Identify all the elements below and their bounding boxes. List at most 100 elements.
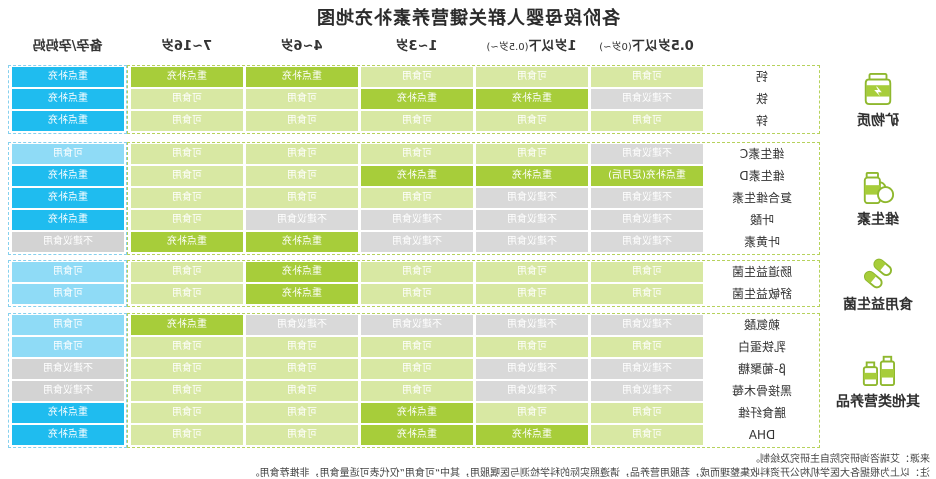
column-header: 0.5岁以下(0岁~) <box>589 37 704 57</box>
nutrient-name: 赖氨酸 <box>706 315 818 335</box>
recommendation-cell: 不建议食用 <box>12 359 124 379</box>
nutrient-name: 锌 <box>706 111 818 131</box>
nutrient-name: 维生素D <box>706 166 818 186</box>
recommendation-cell: 可食用 <box>591 67 703 87</box>
recommendation-cell: 可食用 <box>246 403 358 423</box>
recommendation-cell: 不建议食用 <box>591 144 703 164</box>
jar-icon <box>826 72 930 106</box>
recommendation-cell: 不建议食用 <box>591 315 703 335</box>
recommendation-cell: 可食用 <box>131 89 243 109</box>
recommendation-cell: 可食用 <box>131 210 243 230</box>
category-2: 食用益生菌 <box>826 256 930 314</box>
recommendation-cell: 可食用 <box>476 337 588 357</box>
recommendation-cell: 可食用 <box>361 284 473 304</box>
recommendation-cell: 重点补充 <box>131 315 243 335</box>
recommendation-cell: 可食用 <box>131 425 243 445</box>
recommendation-cell: 可食用 <box>131 284 243 304</box>
recommendation-cell: 可食用 <box>12 337 124 357</box>
recommendation-cell: 可食用 <box>476 67 588 87</box>
recommendation-cell: 重点补充 <box>12 111 124 131</box>
recommendation-cell: 不建议食用 <box>361 232 473 252</box>
nutrient-name: 叶酸 <box>706 210 818 230</box>
column-header: 7~16岁 <box>129 37 244 57</box>
column-header-label: 4~6岁 <box>280 39 323 54</box>
recommendation-cell: 不建议食用 <box>12 232 124 252</box>
recommendation-cell: 可食用 <box>246 166 358 186</box>
recommendation-cell: 不建议食用 <box>591 210 703 230</box>
recommendation-cell: 重点补充 <box>476 89 588 109</box>
capsule-icon <box>826 256 930 290</box>
recommendation-cell: 不建议食用 <box>361 210 473 230</box>
recommendation-cell: 可食用 <box>361 359 473 379</box>
column-header-sublabel: (0岁~) <box>599 42 632 53</box>
column-header-label: 7~16岁 <box>160 39 213 54</box>
recommendation-cell: 可食用 <box>476 403 588 423</box>
recommendation-cell: 可食用 <box>131 111 243 131</box>
recommendation-cell: 不建议食用 <box>476 232 588 252</box>
page-title: 各阶段母婴人群关键营养素补充地图 <box>316 8 620 29</box>
category-1: 维生素 <box>826 171 930 229</box>
recommendation-cell: 重点补充 <box>12 210 124 230</box>
recommendation-cell: 可食用 <box>591 337 703 357</box>
recommendation-cell: 不建议食用 <box>361 315 473 335</box>
recommendation-cell: 可食用 <box>131 359 243 379</box>
nutrient-name: 铁 <box>706 89 818 109</box>
recommendation-cell: 可食用 <box>591 284 703 304</box>
recommendation-cell: 可食用 <box>476 262 588 282</box>
recommendation-cell: 不建议食用 <box>12 381 124 401</box>
recommendation-cell: 可食用 <box>131 381 243 401</box>
nutrient-name: 舒敏益生菌 <box>706 284 818 304</box>
nutrient-name: DHA <box>706 425 818 445</box>
recommendation-cell: 重点补充 <box>12 425 124 445</box>
recommendation-cell: 重点补充 <box>361 166 473 186</box>
recommendation-cell: 可食用 <box>12 284 124 304</box>
recommendation-cell: 可食用 <box>361 111 473 131</box>
recommendation-cell: 不建议食用 <box>591 232 703 252</box>
recommendation-cell: 重点补充 <box>131 67 243 87</box>
recommendation-cell: 可食用 <box>476 111 588 131</box>
fruit-bottle-icon <box>826 171 930 205</box>
recommendation-cell: 重点补充 <box>476 166 588 186</box>
column-header: 备孕/孕妈妈 <box>10 37 125 57</box>
recommendation-cell: 可食用 <box>246 337 358 357</box>
recommendation-cell: 不建议食用 <box>476 381 588 401</box>
column-header: 4~6岁 <box>244 37 359 57</box>
recommendation-cell: 可食用 <box>12 315 124 335</box>
recommendation-cell: 重点补充 <box>12 188 124 208</box>
category-label: 维生素 <box>857 211 899 228</box>
category-3: 其他类营养品 <box>826 353 930 411</box>
recommendation-cell: 不建议食用 <box>591 188 703 208</box>
recommendation-cell: 重点补充 <box>12 403 124 423</box>
recommendation-cell: 不建议食用 <box>591 359 703 379</box>
recommendation-cell: 可食用 <box>361 144 473 164</box>
recommendation-cell: 可食用 <box>12 262 124 282</box>
column-header: 1~3岁 <box>359 37 474 57</box>
recommendation-cell: 重点补充(足月后) <box>591 166 703 186</box>
recommendation-cell: 可食用 <box>591 403 703 423</box>
recommendation-cell: 重点补充 <box>246 284 358 304</box>
recommendation-cell: 可食用 <box>131 166 243 186</box>
recommendation-cell: 可食用 <box>246 188 358 208</box>
nutrient-name: 复合维生素 <box>706 188 818 208</box>
recommendation-cell: 不建议食用 <box>591 381 703 401</box>
nutrient-name: 叶黄素 <box>706 232 818 252</box>
recommendation-cell: 可食用 <box>131 262 243 282</box>
nutrient-name: 乳铁蛋白 <box>706 337 818 357</box>
recommendation-cell: 重点补充 <box>246 232 358 252</box>
recommendation-cell: 重点补充 <box>361 425 473 445</box>
recommendation-cell: 不建议食用 <box>476 359 588 379</box>
recommendation-cell: 重点补充 <box>12 67 124 87</box>
bottles-icon <box>826 353 930 387</box>
recommendation-cell: 不建议食用 <box>476 210 588 230</box>
recommendation-cell: 可食用 <box>246 425 358 445</box>
recommendation-cell: 可食用 <box>476 144 588 164</box>
nutrient-name: 黑接骨木莓 <box>706 381 818 401</box>
column-header: 1岁以下(0.5岁~) <box>474 37 589 57</box>
recommendation-cell: 可食用 <box>361 188 473 208</box>
recommendation-cell: 不建议食用 <box>476 315 588 335</box>
recommendation-cell: 重点补充 <box>361 89 473 109</box>
recommendation-cell: 可食用 <box>246 381 358 401</box>
recommendation-cell: 重点补充 <box>12 166 124 186</box>
recommendation-cell: 可食用 <box>246 111 358 131</box>
